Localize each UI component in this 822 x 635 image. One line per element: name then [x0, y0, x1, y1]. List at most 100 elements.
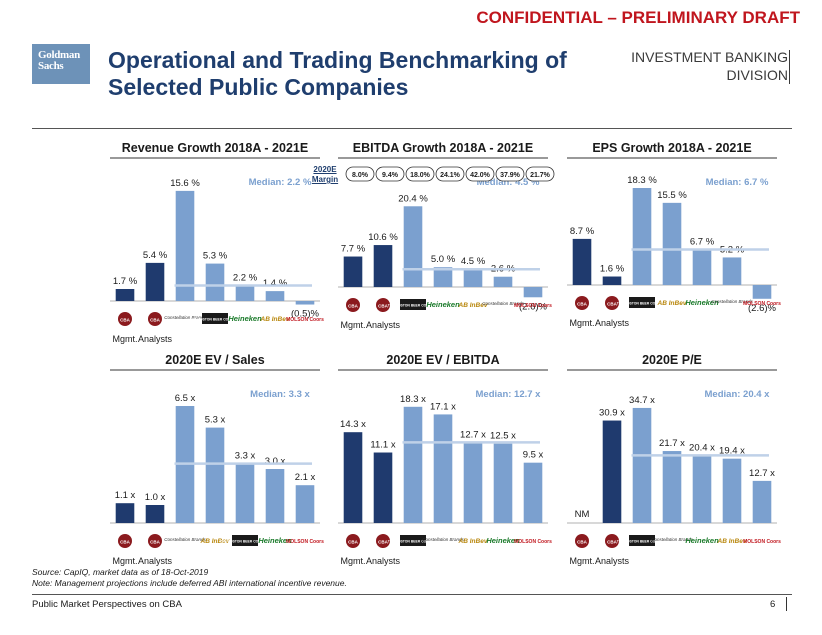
boston-beer-logo-icon [400, 299, 426, 310]
page-title: Operational and Trading Benchmarking of … [108, 47, 608, 101]
bar-7 [523, 287, 543, 298]
bar-6 [493, 443, 513, 523]
bar-4 [662, 202, 682, 285]
x-label-1: Mgmt. [340, 556, 365, 566]
data-label-4: 5.3 % [203, 251, 228, 262]
bar-2 [602, 420, 622, 523]
cba-logo-icon [605, 534, 619, 548]
median-label: Median: 20.4 x [705, 389, 771, 400]
median-label: Median: 12.7 x [476, 389, 542, 400]
cba-logo-text: CBA [348, 304, 358, 309]
boston-beer-logo-icon [629, 297, 655, 308]
abinbev-logo-text: AB InBev [458, 538, 488, 545]
cba-logo-text: CBA [120, 540, 130, 545]
x-label-1: Mgmt. [569, 556, 594, 566]
bar-1 [343, 432, 363, 523]
cba-logo-text: CBA [378, 304, 388, 309]
bar-3 [632, 407, 652, 523]
note-line: Note: Management projections include def… [32, 578, 347, 588]
cba-logo-icon [118, 534, 132, 548]
bar-7 [752, 285, 772, 299]
median-label: Median: 6.7 % [706, 177, 769, 188]
constellation-logo-text: Constellation Brands [651, 537, 693, 542]
source-line: Source: CapIQ, market data as of 18-Oct-… [32, 567, 209, 577]
molson-coors-logo-text: MOLSON Coors [514, 303, 552, 309]
bar-6 [265, 291, 285, 301]
margin-pill-6 [495, 166, 525, 182]
data-label-7: (2.6)% [519, 301, 548, 312]
bar-2 [145, 262, 165, 301]
margin-pill-value-6: 37.9% [500, 172, 521, 179]
data-label-7: 12.7 x [749, 468, 775, 479]
cba-logo-text: CBA [577, 540, 587, 545]
bar-5 [463, 269, 483, 287]
bar-4 [433, 267, 453, 287]
boston-beer-logo-icon [400, 535, 426, 546]
bar-7 [523, 462, 543, 523]
x-label-2: Analysts [366, 556, 401, 566]
constellation-logo-text: Constellation Brands [422, 537, 464, 542]
bar-2 [602, 276, 622, 285]
source-note: Source: CapIQ, market data as of 18-Oct-… [32, 567, 347, 589]
data-label-2: 10.6 % [368, 232, 398, 243]
margin-pill-5 [465, 166, 495, 182]
goldman-sachs-logo: Goldman Sachs [32, 44, 90, 84]
data-label-6: 19.4 x [719, 446, 745, 457]
cba-logo-text: CBA [120, 318, 130, 323]
data-label-1: 14.3 x [340, 419, 366, 430]
confidential-banner: CONFIDENTIAL – PRELIMINARY DRAFT [476, 8, 800, 27]
margin-pill-3 [405, 166, 435, 182]
abinbev-logo-text: AB InBev [200, 538, 230, 545]
division-divider [789, 50, 790, 84]
data-label-4: 5.3 x [205, 415, 226, 426]
boston-beer-logo-text: THE BOSTON BEER COMPANY [617, 302, 668, 306]
margin-pill-7 [525, 166, 555, 182]
data-label-3: 34.7 x [629, 395, 655, 406]
cba-logo-text: CBA [607, 540, 617, 545]
bar-4 [662, 451, 682, 523]
chart-title: Revenue Growth 2018A - 2021E [122, 141, 308, 155]
margin-pill-value-2: 9.4% [382, 172, 399, 179]
heineken-logo-text: Heineken [426, 300, 460, 309]
bar-7 [752, 480, 772, 523]
data-label-5: 3.3 x [235, 451, 256, 462]
bar-2 [373, 245, 393, 287]
cba-logo-text: CBA [150, 540, 160, 545]
data-label-1: 1.7 % [113, 276, 138, 287]
bar-4 [205, 427, 225, 523]
boston-beer-logo-icon [232, 535, 258, 546]
molson-coors-logo-text: MOLSON Coors [286, 539, 324, 545]
page-title-line-1: Operational and Trading Benchmarking of [108, 47, 567, 73]
data-label-4: 15.5 % [657, 190, 687, 201]
page-number: 6 [770, 599, 776, 610]
cba-logo-text: CBA [378, 540, 388, 545]
boston-beer-logo-text: THE BOSTON BEER COMPANY [617, 540, 668, 544]
cba-logo-icon [376, 298, 390, 312]
margin-pill-value-4: 24.1% [440, 172, 461, 179]
heineken-logo-text: Heineken [685, 298, 719, 307]
header-rule [32, 128, 792, 129]
bar-1 [343, 256, 363, 287]
margin-pill-value-1: 8.0% [352, 172, 369, 179]
bar-2 [373, 452, 393, 523]
molson-coors-logo-text: MOLSON Coors [514, 539, 552, 545]
x-label-2: Analysts [595, 556, 630, 566]
bar-4 [205, 263, 225, 301]
data-label-5: 6.7 % [690, 236, 715, 247]
x-label-2: Analysts [138, 556, 173, 566]
molson-coors-logo-text: MOLSON Coors [743, 539, 781, 545]
margin-header-label: 2020E Margin [310, 165, 340, 185]
chart-title: EPS Growth 2018A - 2021E [592, 141, 751, 155]
x-label-1: Mgmt. [112, 334, 137, 344]
cba-logo-icon [346, 534, 360, 548]
data-label-7: 2.1 x [295, 472, 316, 483]
chart-panel-6: 2020E P/E NM 30.9 x 34.7 x 21.7 x 20.4 x 19.4 … [567, 353, 781, 566]
median-label: Median: 4.5 % [477, 177, 540, 188]
logo-line-2: Sachs [38, 60, 64, 72]
data-label-2: 5.4 % [143, 250, 168, 261]
cba-logo-icon [346, 298, 360, 312]
x-label-1: Mgmt. [340, 320, 365, 330]
bar-3 [175, 190, 195, 301]
chart-title: 2020E EV / Sales [165, 353, 264, 367]
